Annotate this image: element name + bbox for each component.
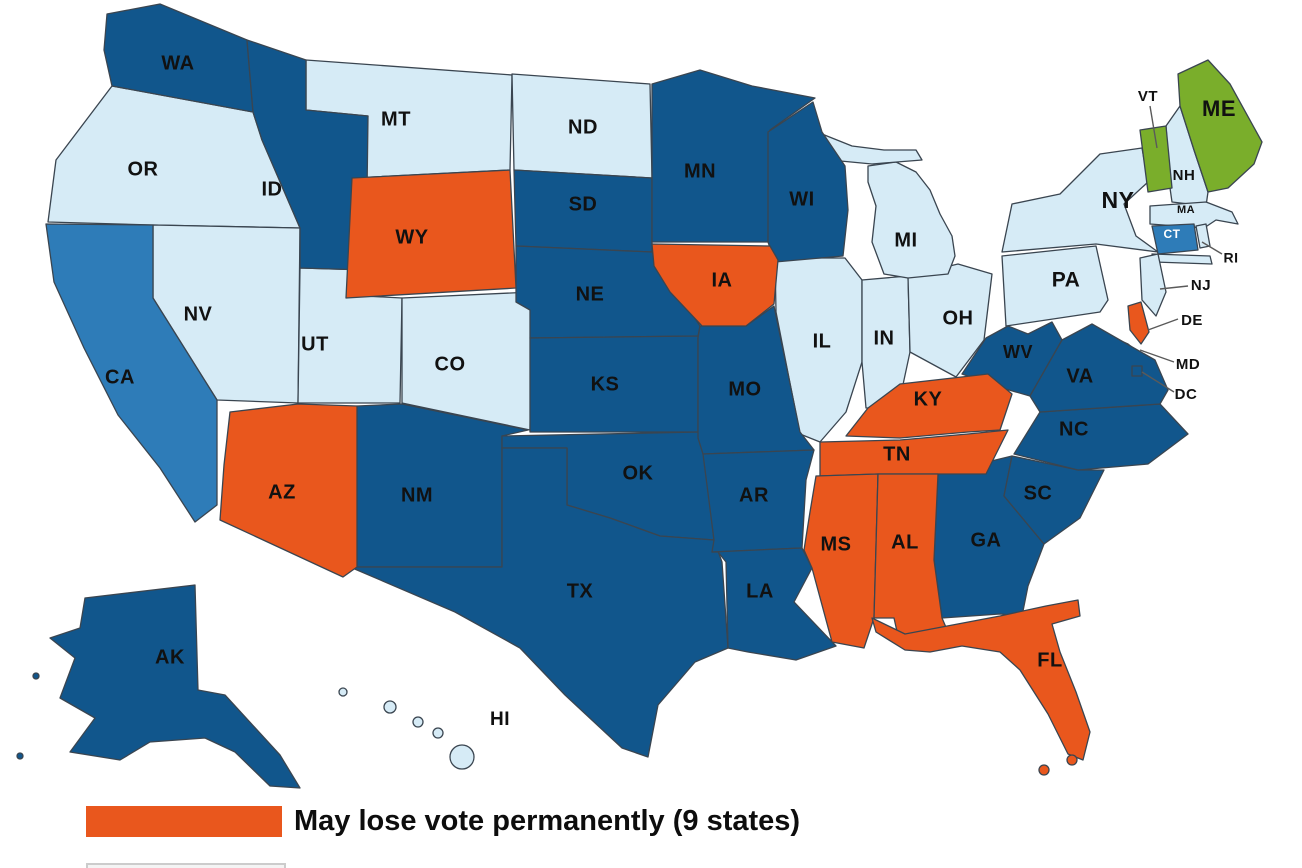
state-label-SD: SD bbox=[569, 193, 598, 215]
state-label-CA: CA bbox=[105, 366, 135, 388]
callout-line-RI bbox=[1201, 241, 1223, 255]
state-TX[interactable] bbox=[349, 447, 729, 758]
state-label-IA: IA bbox=[712, 269, 733, 291]
state-label-AZ: AZ bbox=[268, 481, 296, 503]
state-AK-island[interactable] bbox=[16, 752, 24, 760]
state-label-TX: TX bbox=[567, 580, 594, 602]
state-label-UT: UT bbox=[301, 333, 329, 355]
state-RI[interactable] bbox=[1195, 223, 1211, 249]
state-label-WY: WY bbox=[395, 226, 428, 248]
state-PA[interactable] bbox=[1001, 245, 1109, 327]
state-label-AL: AL bbox=[891, 531, 919, 553]
state-AZ[interactable] bbox=[219, 403, 358, 578]
state-label-CT: CT bbox=[1164, 227, 1181, 241]
state-label-PA: PA bbox=[1052, 269, 1081, 292]
state-label-NH: NH bbox=[1173, 167, 1196, 184]
callout-line-NJ bbox=[1159, 285, 1189, 290]
state-label-AK: AK bbox=[155, 646, 185, 668]
state-label-VA: VA bbox=[1066, 365, 1093, 387]
state-label-CO: CO bbox=[435, 353, 466, 375]
callout-line-VT bbox=[1149, 105, 1158, 149]
state-label-DC: DC bbox=[1175, 386, 1198, 403]
state-DC[interactable] bbox=[1131, 365, 1143, 377]
state-label-FL: FL bbox=[1037, 649, 1062, 671]
state-label-MS: MS bbox=[821, 533, 852, 555]
state-label-OH: OH bbox=[943, 307, 974, 329]
state-IA[interactable] bbox=[651, 243, 779, 327]
state-NY[interactable] bbox=[1001, 147, 1159, 253]
state-MS[interactable] bbox=[803, 473, 879, 649]
state-WI[interactable] bbox=[767, 101, 849, 263]
state-label-ND: ND bbox=[568, 116, 598, 138]
state-label-NM: NM bbox=[401, 484, 433, 506]
state-label-IN: IN bbox=[874, 327, 895, 349]
state-label-KY: KY bbox=[914, 388, 943, 410]
state-label-DE: DE bbox=[1181, 312, 1203, 329]
state-HI-island[interactable] bbox=[383, 700, 397, 714]
state-NY[interactable] bbox=[1151, 253, 1213, 265]
state-CA[interactable] bbox=[45, 223, 218, 523]
state-WY[interactable] bbox=[345, 169, 517, 299]
state-label-VT: VT bbox=[1138, 88, 1158, 105]
state-AK-island[interactable] bbox=[32, 672, 40, 680]
state-MA[interactable] bbox=[1149, 201, 1239, 229]
state-label-WI: WI bbox=[789, 188, 814, 210]
state-label-NJ: NJ bbox=[1191, 277, 1211, 294]
state-label-MN: MN bbox=[684, 160, 716, 182]
state-MN[interactable] bbox=[651, 69, 816, 243]
state-label-NV: NV bbox=[184, 303, 213, 325]
state-label-WA: WA bbox=[161, 52, 194, 74]
state-label-NC: NC bbox=[1059, 418, 1089, 440]
state-MI[interactable] bbox=[867, 161, 956, 279]
state-label-MA: MA bbox=[1177, 204, 1195, 216]
state-label-TN: TN bbox=[883, 443, 911, 465]
state-AK[interactable] bbox=[49, 584, 301, 789]
state-CT[interactable] bbox=[1151, 223, 1199, 255]
callout-line-DE bbox=[1147, 318, 1179, 331]
state-label-SC: SC bbox=[1024, 482, 1053, 504]
state-FL[interactable] bbox=[871, 599, 1091, 761]
state-HI-island[interactable] bbox=[338, 687, 348, 697]
state-NJ[interactable] bbox=[1139, 253, 1167, 317]
state-VA[interactable] bbox=[1029, 323, 1169, 413]
state-label-HI: HI bbox=[490, 709, 510, 730]
state-ID[interactable] bbox=[246, 39, 369, 271]
state-HI-island[interactable] bbox=[412, 716, 424, 728]
state-KY[interactable] bbox=[845, 373, 1013, 439]
state-label-NY: NY bbox=[1102, 187, 1135, 213]
state-DE[interactable] bbox=[1127, 301, 1150, 345]
state-HI-island[interactable] bbox=[432, 727, 444, 739]
callout-line-DC bbox=[1141, 371, 1175, 393]
state-label-GA: GA bbox=[971, 529, 1002, 551]
state-NC[interactable] bbox=[1013, 403, 1189, 471]
state-ME[interactable] bbox=[1177, 59, 1263, 193]
state-label-MO: MO bbox=[728, 378, 761, 400]
state-label-IL: IL bbox=[813, 330, 832, 352]
state-label-KS: KS bbox=[591, 373, 620, 395]
state-label-LA: LA bbox=[746, 580, 774, 602]
state-FL-island[interactable] bbox=[1038, 764, 1050, 776]
state-HI-island[interactable] bbox=[449, 744, 475, 770]
state-label-NE: NE bbox=[576, 283, 605, 305]
state-label-OK: OK bbox=[623, 462, 654, 484]
state-VT[interactable] bbox=[1139, 125, 1173, 193]
state-label-WV: WV bbox=[1003, 342, 1033, 362]
state-label-ME: ME bbox=[1202, 96, 1236, 121]
state-FL-island[interactable] bbox=[1066, 754, 1078, 766]
state-label-MI: MI bbox=[894, 229, 917, 251]
state-label-RI: RI bbox=[1224, 250, 1239, 266]
state-label-OR: OR bbox=[128, 158, 159, 180]
state-label-ID: ID bbox=[262, 178, 283, 200]
state-label-MD: MD bbox=[1176, 356, 1200, 373]
callout-line-MD bbox=[1139, 349, 1175, 363]
state-label-AR: AR bbox=[739, 484, 769, 506]
state-label-MT: MT bbox=[381, 108, 411, 130]
